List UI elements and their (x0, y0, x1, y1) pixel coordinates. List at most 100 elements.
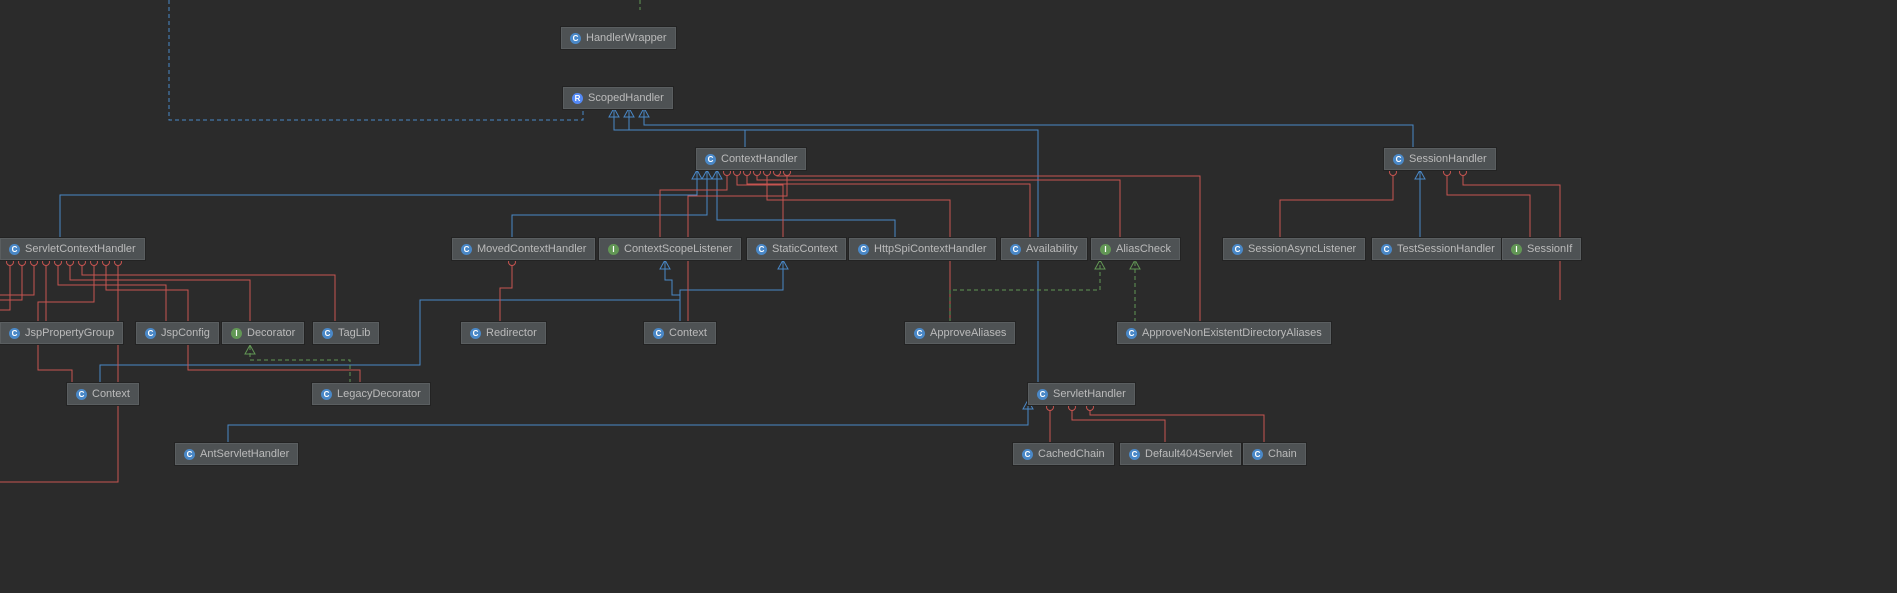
node-label: ScopedHandler (588, 92, 664, 104)
node-label: ServletHandler (1053, 388, 1126, 400)
node-label: ApproveNonExistentDirectoryAliases (1142, 327, 1322, 339)
node-label: TestSessionHandler (1397, 243, 1495, 255)
edge (0, 262, 34, 295)
class-icon: C (9, 244, 20, 255)
class-node-context1[interactable]: C Context (67, 383, 139, 405)
node-label: ServletContextHandler (25, 243, 136, 255)
node-label: JspPropertyGroup (25, 327, 114, 339)
diagram-canvas: C HandlerWrapper R ScopedHandler C ContextHan… (0, 0, 1897, 593)
edge (747, 172, 1030, 238)
edge (500, 262, 512, 322)
class-node-jsppropertygroup[interactable]: C JspPropertyGroup (0, 322, 123, 344)
interface-icon: I (1100, 244, 1111, 255)
edge (169, 0, 583, 120)
class-icon: C (9, 328, 20, 339)
node-label: StaticContext (772, 243, 837, 255)
node-label: TagLib (338, 327, 370, 339)
arrowhead (1095, 260, 1105, 269)
class-icon: C (705, 154, 716, 165)
class-icon: C (76, 389, 87, 400)
class-node-sessionasynclistener[interactable]: C SessionAsyncListener (1223, 238, 1365, 260)
arrowhead (624, 108, 634, 117)
edge (1447, 172, 1530, 238)
class-icon: C (1022, 449, 1033, 460)
class-node-jspconfig[interactable]: CJspConfig (136, 322, 219, 344)
class-node-redirector[interactable]: C Redirector (461, 322, 546, 344)
node-label: CachedChain (1038, 448, 1105, 460)
class-node-httpspicontexthandler[interactable]: CHttpSpiContextHandler (849, 238, 996, 260)
edge (757, 172, 1120, 238)
class-node-sessionhandler[interactable]: CSessionHandler (1384, 148, 1496, 170)
arrowhead (702, 170, 712, 179)
edge (228, 400, 1028, 443)
class-icon: R (572, 93, 583, 104)
class-icon: C (322, 328, 333, 339)
edge (950, 260, 1100, 322)
arrowhead (692, 170, 702, 179)
class-node-decorator[interactable]: IDecorator (222, 322, 304, 344)
arrowhead (1130, 260, 1140, 269)
class-node-testsessionhandler[interactable]: CTestSessionHandler (1372, 238, 1504, 260)
edge (0, 262, 10, 310)
edge (0, 262, 22, 300)
node-label: Context (669, 327, 707, 339)
class-node-scopedhandler[interactable]: R ScopedHandler (563, 87, 673, 109)
class-node-staticcontext[interactable]: C StaticContext (747, 238, 846, 260)
class-node-aliascheck[interactable]: I AliasCheck (1091, 238, 1180, 260)
edge (1280, 172, 1393, 238)
class-icon: C (321, 389, 332, 400)
class-icon: C (1252, 449, 1263, 460)
class-node-default404servlet[interactable]: CDefault404Servlet (1120, 443, 1241, 465)
node-label: SessionHandler (1409, 153, 1487, 165)
class-icon: C (570, 33, 581, 44)
edge (0, 262, 118, 482)
arrowhead (639, 108, 649, 117)
class-node-legacydecorator[interactable]: CLegacyDecorator (312, 383, 430, 405)
node-label: Decorator (247, 327, 295, 339)
node-label: Context (92, 388, 130, 400)
edge (660, 172, 727, 238)
class-node-antservlethandler[interactable]: CAntServletHandler (175, 443, 298, 465)
node-label: ApproveAliases (930, 327, 1006, 339)
class-node-approvealiases[interactable]: C ApproveAliases (905, 322, 1015, 344)
class-node-taglib[interactable]: C TagLib (313, 322, 379, 344)
class-node-handlerwrapper[interactable]: C HandlerWrapper (561, 27, 676, 49)
class-icon: C (756, 244, 767, 255)
class-node-availability[interactable]: CAvailability (1001, 238, 1087, 260)
arrowhead (609, 108, 619, 117)
edge (58, 262, 166, 322)
class-node-sessionif[interactable]: ISessionIf (1502, 238, 1581, 260)
node-label: SessionIf (1527, 243, 1572, 255)
class-node-approvenonexistent[interactable]: CApproveNonExistentDirectoryAliases (1117, 322, 1331, 344)
node-label: MovedContextHandler (477, 243, 586, 255)
class-node-cachedchain[interactable]: C CachedChain (1013, 443, 1114, 465)
class-icon: C (1037, 389, 1048, 400)
class-icon: C (470, 328, 481, 339)
class-icon: C (184, 449, 195, 460)
arrowhead (1415, 170, 1425, 179)
edge (1463, 172, 1560, 300)
class-node-chain[interactable]: C Chain (1243, 443, 1306, 465)
class-icon: C (914, 328, 925, 339)
class-node-servletcontexthandler[interactable]: C ServletContextHandler (0, 238, 145, 260)
node-label: HandlerWrapper (586, 32, 667, 44)
interface-icon: I (608, 244, 619, 255)
edge (512, 170, 707, 238)
node-label: SessionAsyncListener (1248, 243, 1356, 255)
node-label: Redirector (486, 327, 537, 339)
node-label: Chain (1268, 448, 1297, 460)
arrowhead (778, 260, 788, 269)
edge (250, 345, 350, 383)
class-node-context2[interactable]: CContext (644, 322, 716, 344)
class-icon: C (1129, 449, 1140, 460)
class-node-contextscopelistener[interactable]: IContextScopeListener (599, 238, 741, 260)
class-icon: C (461, 244, 472, 255)
node-label: JspConfig (161, 327, 210, 339)
node-label: AliasCheck (1116, 243, 1171, 255)
class-icon: C (1232, 244, 1243, 255)
class-node-contexthandler[interactable]: C ContextHandler (696, 148, 806, 170)
class-node-servlethandler[interactable]: C ServletHandler (1028, 383, 1135, 405)
node-label: ContextHandler (721, 153, 797, 165)
class-node-movedcontexthandler[interactable]: C MovedContextHandler (452, 238, 595, 260)
edge (70, 262, 250, 322)
